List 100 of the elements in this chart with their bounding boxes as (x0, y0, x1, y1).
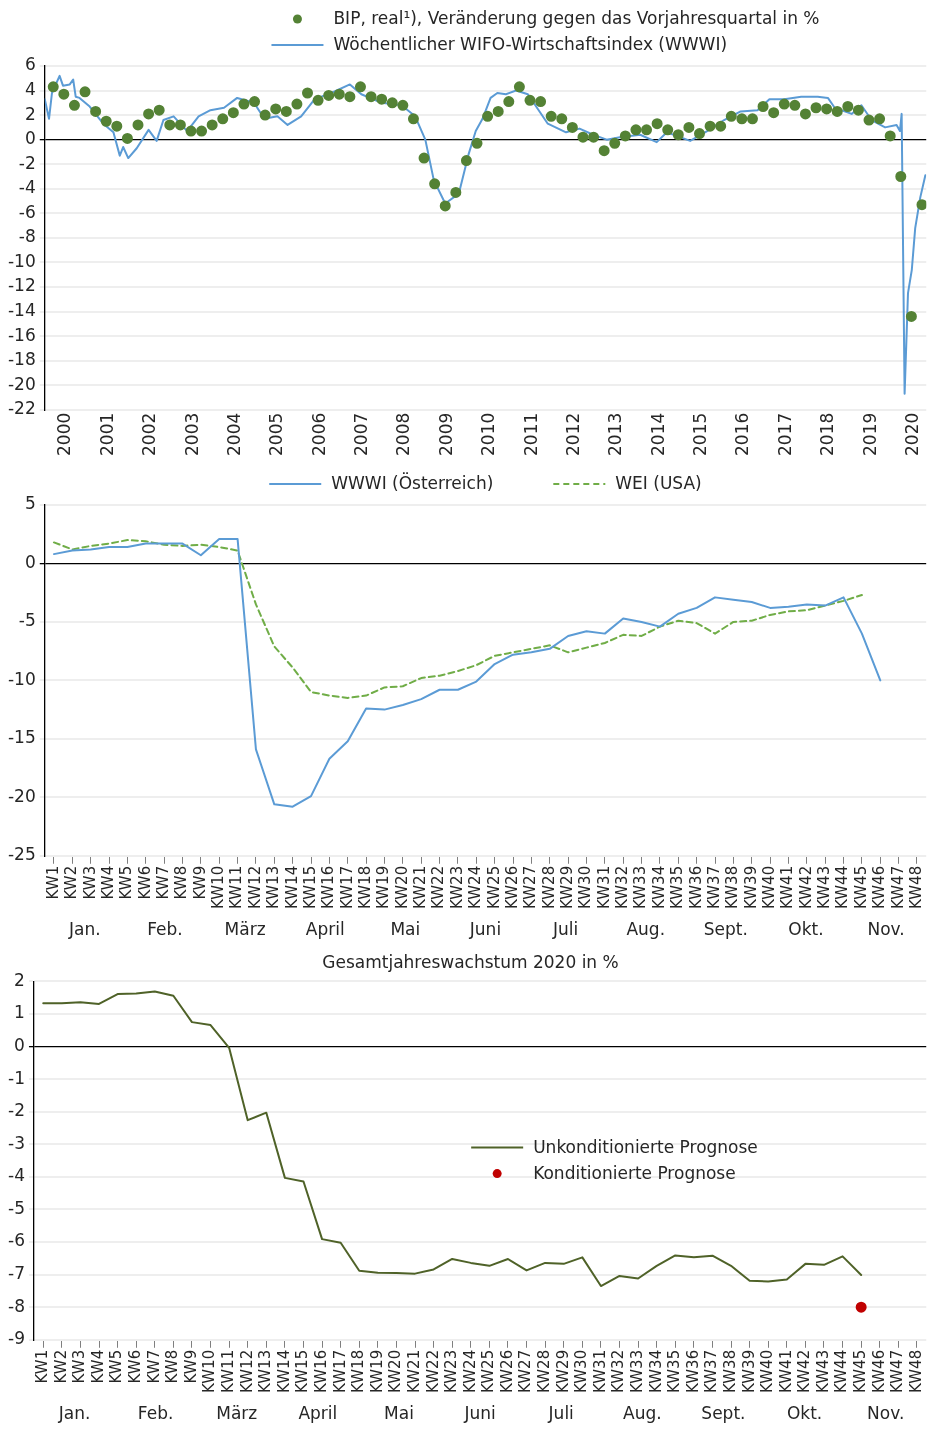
x-tick-label: KW2 (51, 1349, 70, 1384)
text: Feb. (137, 1403, 174, 1424)
x-tick-label: KW13 (264, 865, 283, 910)
legend-label: BIP, real¹), Veränderung gegen das Vorjahresquartal in % (333, 8, 820, 29)
x-tick-label: KW21 (411, 865, 430, 910)
text: März (224, 919, 266, 940)
x-tick-label: KW45 (851, 1349, 870, 1394)
x-tick-label: KW27 (516, 1349, 535, 1394)
x-tick-label: KW39 (741, 865, 760, 910)
x-tick-label: KW36 (686, 865, 705, 910)
y-tick-label: 4 (24, 78, 36, 99)
x-tick-label: KW34 (646, 1349, 665, 1394)
x-tick-label: KW32 (609, 1349, 628, 1394)
x-tick-label: KW25 (479, 1349, 498, 1394)
x-tick-label: KW7 (154, 865, 173, 900)
x-tick-label: KW44 (833, 865, 852, 910)
x-tick-label: KW37 (704, 865, 723, 910)
y-tick-label: -5 (18, 610, 36, 631)
x-tick-label: KW31 (594, 865, 613, 910)
x-tick-label: KW3 (80, 865, 99, 900)
x-tick-label: 2006 (308, 412, 329, 456)
text: Nov. (867, 919, 905, 940)
x-tick-label: 2015 (690, 412, 711, 456)
x-tick-label: 2005 (266, 412, 287, 456)
text: Juni (463, 1403, 496, 1424)
y-tick-label: -6 (18, 201, 36, 222)
x-tick-label: KW8 (163, 1349, 182, 1384)
x-tick-label: KW12 (237, 1349, 256, 1394)
x-tick-label: KW1 (43, 865, 62, 900)
x-tick-label: 2007 (351, 412, 372, 456)
x-tick-label: 2000 (54, 412, 75, 456)
legend-label: WWWI (Österreich) (331, 472, 494, 494)
x-tick-label: KW46 (869, 1349, 888, 1394)
y-tick-label: 2 (14, 969, 25, 990)
y-tick-label: 2 (24, 103, 36, 124)
x-tick-label: KW33 (631, 865, 650, 910)
y-tick-label: -12 (7, 275, 36, 296)
x-tick-label: KW23 (447, 865, 466, 910)
y-tick-label: -2 (18, 152, 36, 173)
x-tick-label: KW41 (776, 1349, 795, 1394)
x-tick-label: KW26 (502, 865, 521, 910)
x-tick-label: KW9 (181, 1349, 200, 1384)
x-tick-label: KW48 (906, 1349, 925, 1394)
text: Okt. (786, 1403, 823, 1424)
x-tick-label: KW45 (851, 865, 870, 910)
x-tick-label: KW1 (33, 1349, 52, 1384)
x-tick-label: KW3 (70, 1349, 89, 1384)
x-tick-label: KW6 (135, 865, 154, 900)
x-tick-label: KW46 (870, 865, 889, 910)
y-tick-label: -22 (7, 398, 36, 419)
x-tick-label: 2018 (817, 412, 838, 456)
y-tick-label: -4 (8, 1165, 25, 1186)
x-tick-label: KW37 (702, 1349, 721, 1394)
y-tick-label: -4 (18, 177, 36, 198)
legend-label: Unkonditionierte Prognose (533, 1137, 758, 1158)
x-tick-label: KW42 (795, 1349, 814, 1394)
x-tick-label: KW48 (906, 865, 925, 910)
y-tick-label: -5 (8, 1197, 25, 1218)
x-tick-label: KW29 (553, 1349, 572, 1394)
x-tick-label: KW18 (356, 865, 375, 910)
x-tick-label: KW11 (227, 865, 246, 910)
x-tick-label: KW17 (330, 1349, 349, 1394)
x-tick-label: KW28 (539, 865, 558, 910)
x-tick-label: KW33 (627, 1349, 646, 1394)
x-tick-label: KW39 (739, 1349, 758, 1394)
x-tick-label: KW24 (460, 1349, 479, 1394)
x-tick-label: KW22 (423, 1349, 442, 1394)
x-tick-label: 2014 (647, 412, 668, 456)
x-tick-label: KW22 (429, 865, 448, 910)
x-tick-label: KW38 (720, 1349, 739, 1394)
y-tick-label: -20 (7, 373, 36, 394)
x-tick-label: KW35 (668, 865, 687, 910)
text: Juli (547, 1403, 574, 1424)
text: Okt. (788, 919, 824, 940)
x-tick-label: KW5 (107, 1349, 126, 1384)
x-tick-label: KW13 (256, 1349, 275, 1394)
legend-label: Konditionierte Prognose (533, 1163, 736, 1184)
y-tick-label: -15 (7, 727, 36, 748)
text: Sept. (703, 919, 748, 940)
x-tick-label: KW43 (813, 1349, 832, 1394)
x-tick-label: KW42 (796, 865, 815, 910)
x-tick-label: KW24 (466, 865, 485, 910)
x-tick-label: KW47 (888, 865, 907, 910)
x-tick-label: KW4 (88, 1349, 107, 1384)
text: Aug. (623, 1403, 662, 1424)
x-tick-label: KW40 (758, 1349, 777, 1394)
x-tick-label: KW32 (613, 865, 632, 910)
x-tick-label: 2013 (605, 412, 626, 456)
x-tick-label: KW18 (349, 1349, 368, 1394)
y-tick-label: -10 (7, 668, 36, 689)
x-tick-label: 2003 (181, 412, 202, 456)
y-tick-label: 0 (14, 1034, 25, 1055)
y-tick-label: -9 (8, 1328, 25, 1349)
y-tick-label: -8 (18, 226, 36, 247)
x-tick-label: KW38 (723, 865, 742, 910)
x-tick-label: KW16 (319, 865, 338, 910)
y-tick-label: -7 (8, 1263, 25, 1284)
x-tick-label: KW5 (117, 865, 136, 900)
x-tick-label: KW9 (190, 865, 209, 900)
y-tick-label: -3 (8, 1132, 25, 1153)
